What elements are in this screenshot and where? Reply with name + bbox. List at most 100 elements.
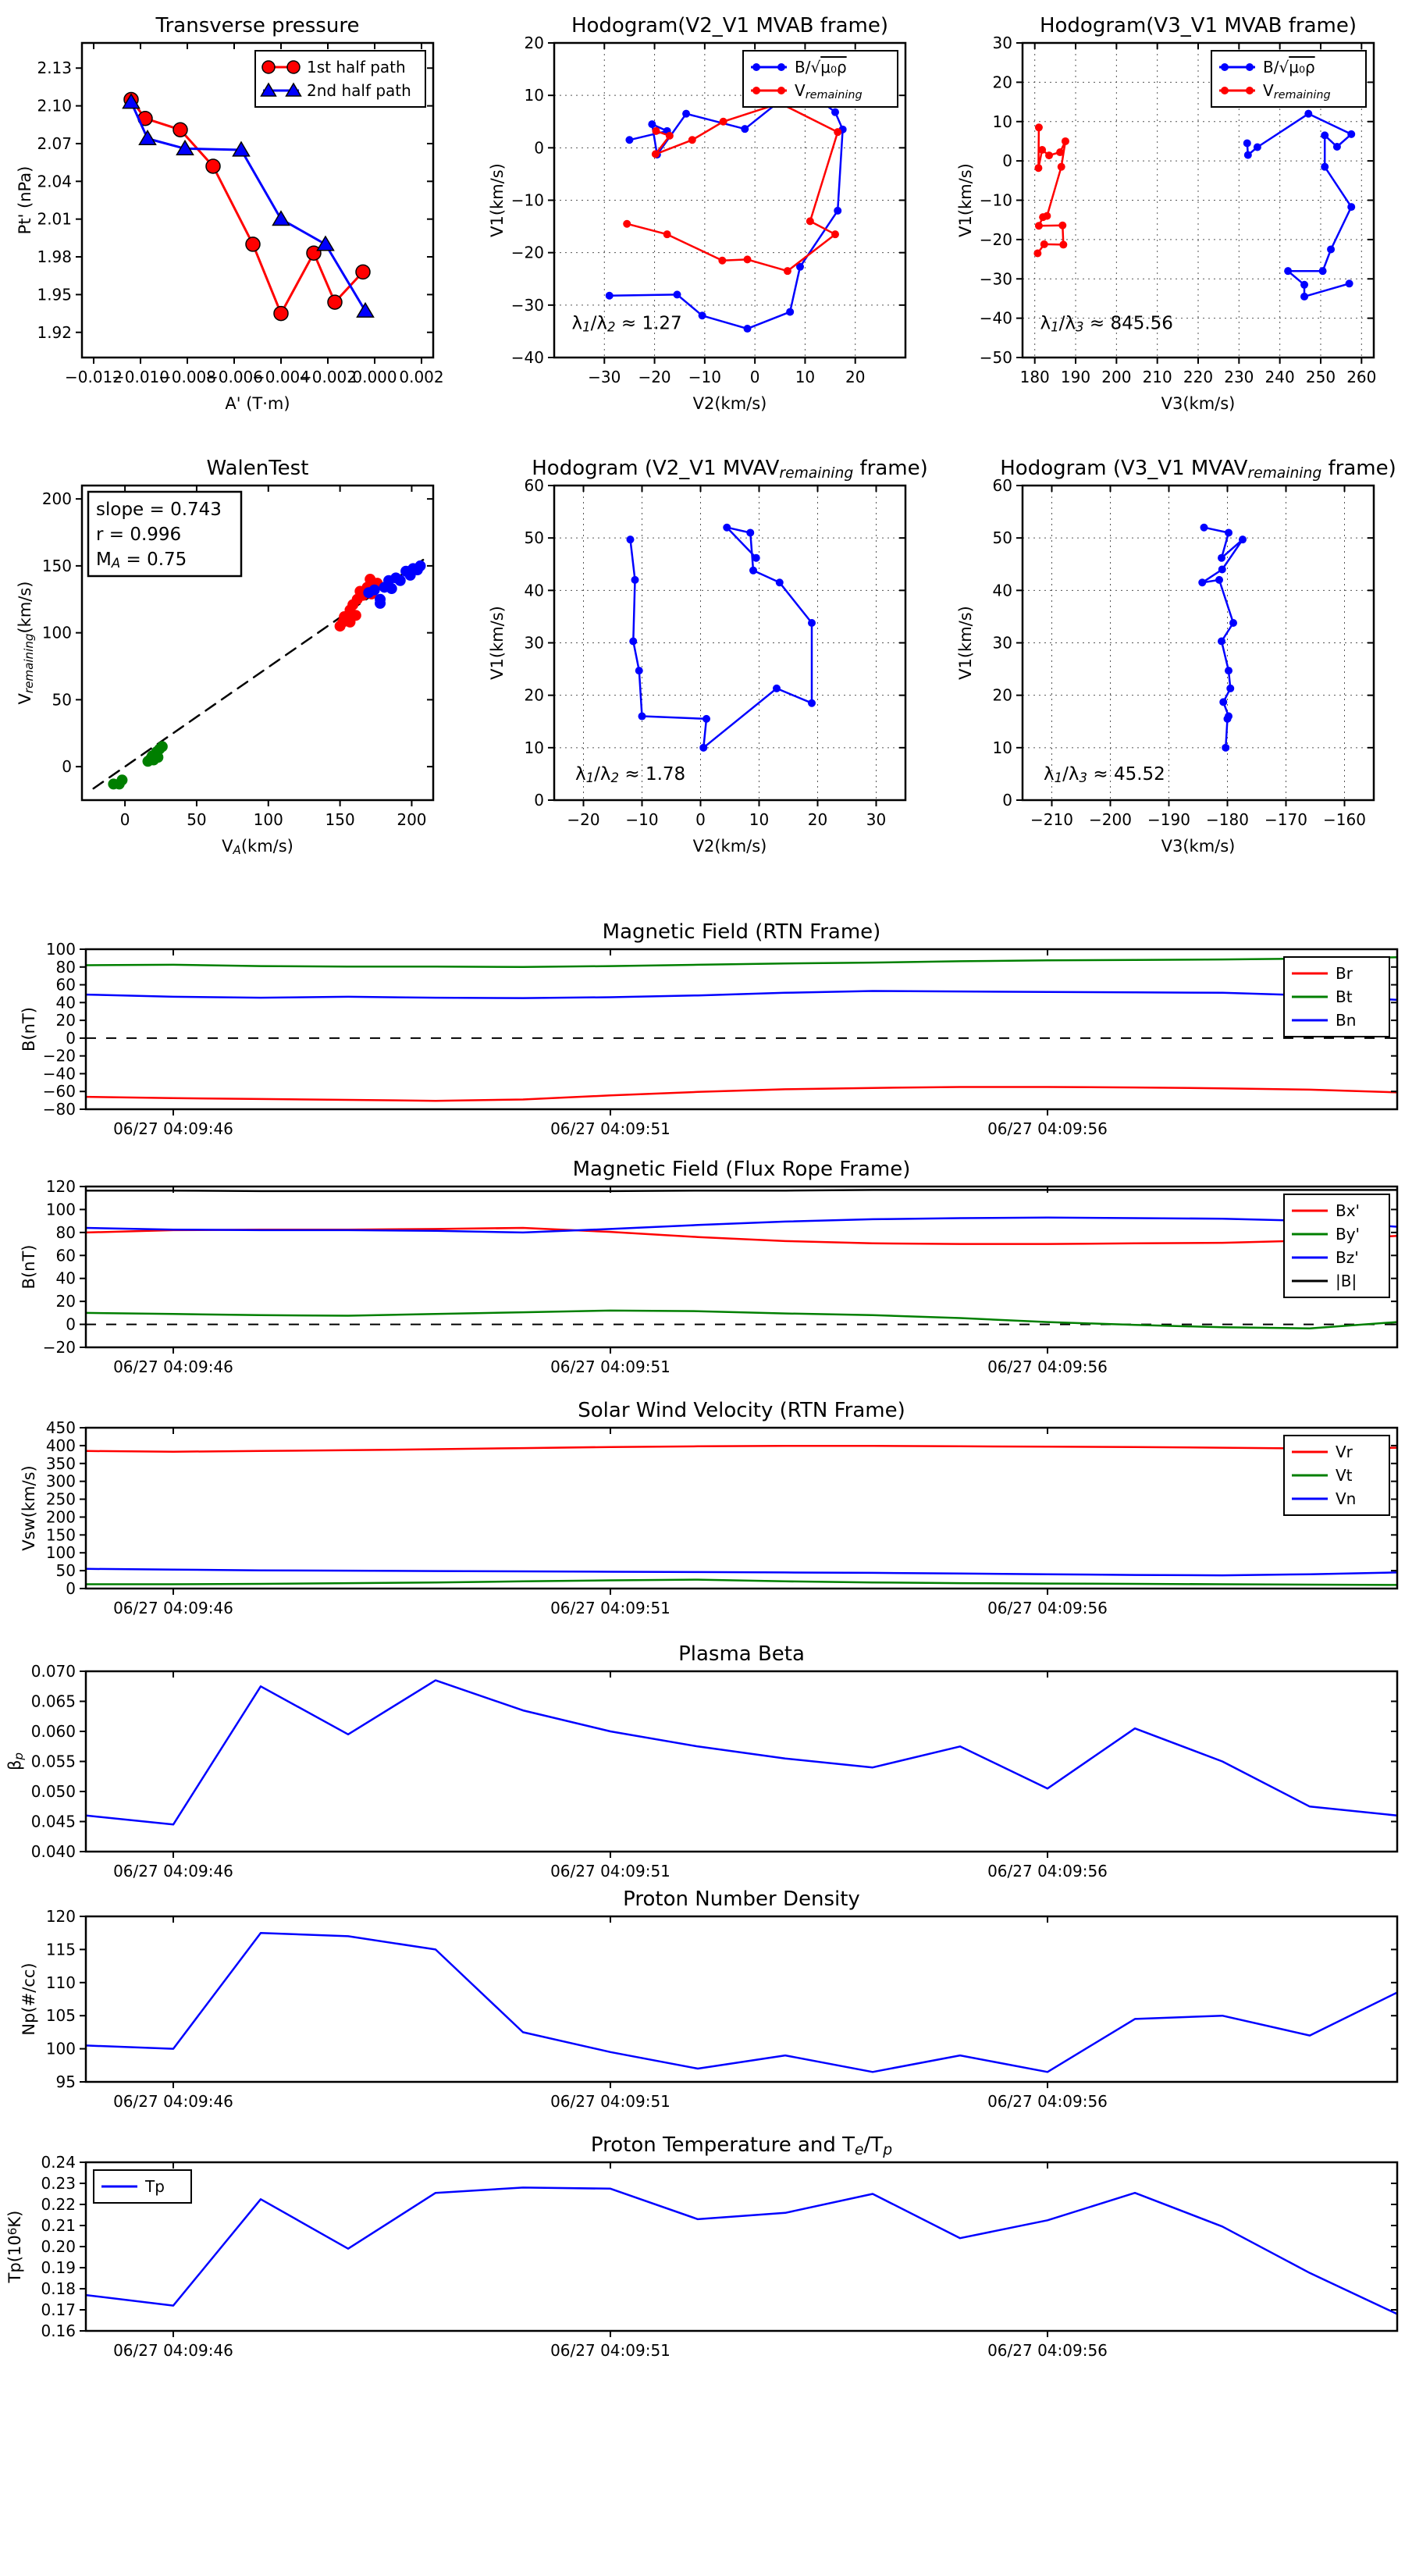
marker-circle	[1061, 137, 1069, 145]
y-tick-label: −40	[980, 309, 1012, 328]
x-tick-label: 0.002	[399, 368, 443, 386]
marker-circle	[1215, 575, 1223, 584]
plot-b-fluxrope-series-3	[86, 1189, 1397, 1193]
plot-b-fluxrope-title: Magnetic Field (Flux Rope Frame)	[573, 1158, 911, 1181]
plot-vsw-rtn: 06/27 04:09:46 06/27 04:09:51 06/27 04:09:…	[20, 1399, 1399, 1617]
marker-circle	[718, 256, 727, 265]
ticks: −210 −200 −190 −180 −170 −160 0 10 20 30 40 50 60	[993, 476, 1374, 829]
x-tick-label: 06/27 04:09:56	[987, 1119, 1108, 1138]
x-tick-label: −0.010	[112, 368, 169, 386]
y-tick-label: 20	[525, 34, 544, 52]
y-tick-label: 105	[46, 2006, 76, 2025]
x-tick-label: −170	[1264, 810, 1307, 829]
y-tick-label: 1.95	[37, 285, 72, 304]
x-tick-label: 06/27 04:09:46	[113, 1599, 233, 1617]
marker-circle	[783, 267, 791, 276]
plot-proton-density-title: Proton Number Density	[623, 1888, 860, 1911]
marker-circle	[723, 523, 731, 532]
y-tick-label: 0.23	[41, 2174, 76, 2193]
x-tick-label: 06/27 04:09:46	[113, 2341, 233, 2360]
x-tick-label: 240	[1265, 368, 1295, 386]
x-tick-label: 200	[397, 810, 426, 829]
legend-label: Tp	[144, 2177, 165, 2196]
y-tick-label: 0	[534, 791, 544, 809]
stats-line: slope = 0.743	[96, 500, 222, 520]
marker-circle	[752, 553, 760, 562]
marker-circle	[1304, 109, 1313, 118]
marker-circle	[355, 264, 371, 280]
x-tick-label: −0.004	[252, 368, 310, 386]
y-tick-label: −40	[511, 348, 544, 367]
marker-circle	[1221, 63, 1229, 71]
marker-circle	[1198, 578, 1207, 587]
marker-circle	[775, 578, 784, 587]
legend-label: B/√μ₀ρ	[795, 58, 847, 76]
marker-circle	[173, 122, 188, 137]
marker-circle	[368, 584, 380, 596]
legend-label: Vn	[1336, 1489, 1356, 1508]
marker-circle	[156, 741, 168, 753]
marker-circle	[1033, 249, 1042, 258]
marker-circle	[605, 291, 614, 300]
marker-circle	[1327, 245, 1336, 254]
marker-circle	[638, 712, 646, 720]
marker-triangle	[176, 139, 194, 155]
marker-circle	[702, 714, 710, 723]
y-tick-label: 0.055	[31, 1752, 76, 1771]
y-tick-label: 80	[56, 958, 76, 977]
plot-walen-test: 0 50 100 150 200 0 50 100 150 200 WalenTest VA(km/s…	[16, 457, 435, 857]
plot-transverse-pressure-legend: 1st half path 2nd half path	[254, 50, 426, 108]
y-tick-label: −60	[43, 1082, 76, 1101]
plot-hodogram-v3v1-mvab-xlabel: V3(km/s)	[1161, 394, 1236, 413]
y-tick-label: 20	[525, 686, 544, 705]
x-tick-label: −30	[588, 368, 621, 386]
marker-circle	[1200, 523, 1208, 532]
plot-hodogram-v2v1-mvav-series-0	[629, 526, 813, 749]
y-tick-label: 20	[993, 686, 1012, 705]
y-tick-label: 0.24	[41, 2153, 76, 2172]
plot-walen-test-title: WalenTest	[207, 457, 309, 480]
y-tick-label: 0.17	[41, 2300, 76, 2319]
marker-circle	[1219, 698, 1228, 706]
plot-b-rtn-series-0	[86, 1086, 1397, 1102]
plot-walen-test-ylabel: Vremaining(km/s)	[16, 581, 36, 704]
y-tick-label: −20	[43, 1047, 76, 1066]
legend-label: |B|	[1336, 1272, 1357, 1290]
marker-circle	[665, 131, 674, 140]
x-tick-label: −210	[1030, 810, 1073, 829]
marker-circle	[1045, 151, 1054, 160]
y-tick-label: 10	[993, 738, 1012, 757]
marker-circle	[1221, 87, 1229, 94]
legend-label: B/√μ₀ρ	[1263, 58, 1315, 76]
annotation: λ1/λ2 ≈ 1.78	[575, 764, 685, 785]
marker-circle	[786, 308, 795, 316]
stats-line: r = 0.996	[96, 525, 181, 545]
plot-hodogram-v2v1-mvab: −30 −20 −10 0 10 20 −40 −30 −20 −10 0 10 20 Hodogram(…	[488, 14, 907, 413]
ticks: 0 50 100 150 200 0 50 100 150 200	[42, 486, 433, 829]
x-tick-label: 50	[187, 810, 206, 829]
marker-circle	[752, 87, 760, 94]
marker-circle	[698, 311, 706, 320]
y-tick-label: 80	[56, 1223, 76, 1242]
axes-frame	[84, 1185, 1399, 1349]
marker-circle	[1229, 618, 1237, 627]
marker-circle	[1345, 279, 1353, 288]
x-tick-label: −10	[688, 368, 721, 386]
y-tick-label: 300	[46, 1472, 76, 1491]
x-tick-label: −190	[1147, 810, 1190, 829]
plot-hodogram-v2v1-mvav-xlabel: V2(km/s)	[693, 837, 767, 856]
y-tick-label: 2.01	[37, 210, 72, 229]
marker-circle	[394, 575, 406, 586]
y-tick-label: 10	[993, 112, 1012, 131]
marker-circle	[719, 117, 727, 126]
x-tick-label: 150	[325, 810, 355, 829]
y-tick-label: 100	[46, 2040, 76, 2058]
marker-circle	[626, 535, 635, 544]
legend-label: Bn	[1336, 1011, 1356, 1030]
plot-b-fluxrope-legend: Bx' By' Bz' |B|	[1283, 1194, 1390, 1298]
x-tick-label: 210	[1143, 368, 1172, 386]
y-tick-label: 60	[525, 476, 544, 495]
plot-b-rtn-series-2	[86, 990, 1397, 1002]
